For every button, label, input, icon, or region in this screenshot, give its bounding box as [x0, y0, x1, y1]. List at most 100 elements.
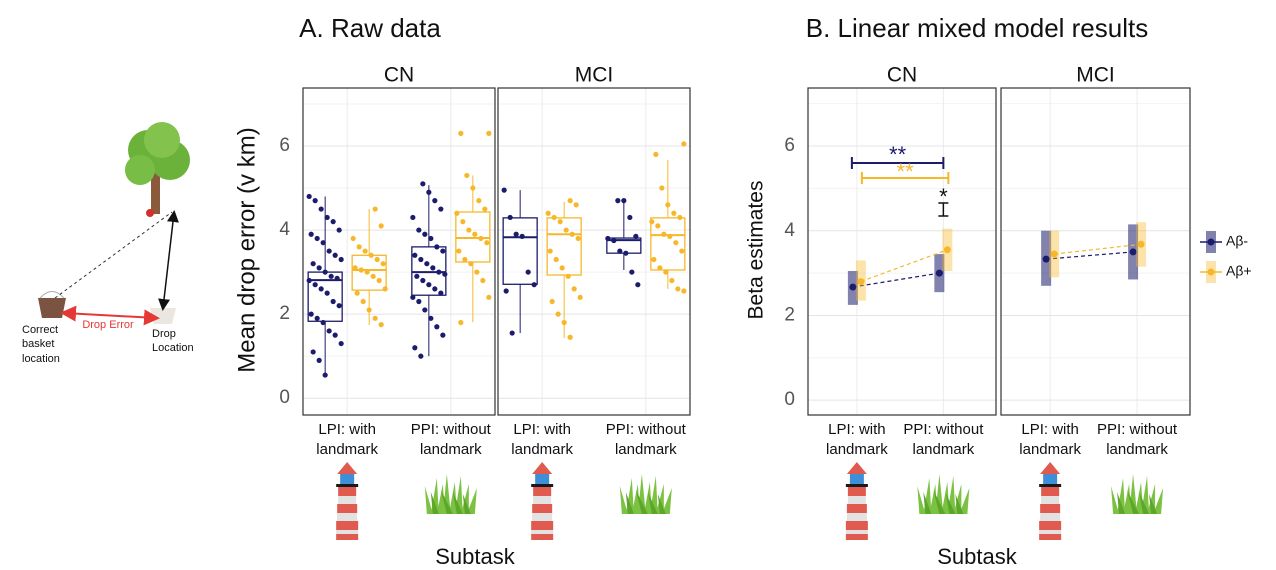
data-point: [501, 187, 507, 193]
data-point: [673, 240, 679, 246]
y-tick-label: 0: [784, 389, 795, 410]
data-point: [464, 172, 470, 179]
x-tick-label: LPI: with landmark: [1019, 421, 1081, 458]
legend-marker: [1207, 238, 1215, 246]
data-point: [422, 307, 428, 313]
estimate-point: [1050, 250, 1058, 258]
data-point: [378, 223, 384, 229]
data-point: [627, 214, 633, 221]
data-point: [316, 357, 322, 363]
data-point: [318, 206, 324, 212]
x-tick-label: LPI: with landmark: [316, 421, 378, 458]
data-point: [671, 210, 677, 216]
data-point: [617, 248, 623, 254]
data-point: [350, 235, 356, 242]
data-point: [545, 210, 551, 216]
data-point: [412, 252, 418, 258]
data-point: [440, 248, 446, 254]
significance-label: *: [939, 184, 948, 209]
data-point: [486, 294, 492, 300]
data-point: [547, 248, 553, 254]
data-point: [382, 286, 388, 292]
x-tick-label: PPI: without landmark: [410, 421, 491, 458]
data-point: [484, 240, 490, 246]
data-point: [418, 353, 424, 359]
data-point: [338, 340, 344, 347]
box: [351, 254, 387, 291]
data-point: [316, 265, 322, 271]
y-tick-label: 0: [279, 387, 290, 408]
y-axis-label: Mean drop error (v km): [233, 127, 260, 372]
data-point: [438, 290, 444, 296]
data-point: [577, 294, 583, 300]
lighthouse-icon: [336, 462, 359, 540]
data-point: [549, 298, 555, 305]
facet-title: MCI: [1076, 64, 1115, 87]
data-point: [306, 193, 312, 200]
data-point: [503, 288, 509, 294]
significance-label: **: [889, 142, 907, 167]
data-point: [486, 130, 492, 136]
data-point: [659, 185, 665, 191]
drop-location-label: Drop Location: [152, 328, 194, 355]
data-point: [681, 288, 687, 294]
panel-border: [497, 87, 691, 416]
data-point: [308, 231, 314, 237]
trend-line: [860, 249, 948, 283]
chart-title: A. Raw data: [299, 13, 441, 43]
significance-label: **: [897, 159, 915, 184]
data-point: [653, 151, 659, 158]
data-point: [509, 330, 515, 336]
data-point: [458, 319, 464, 326]
data-point: [334, 275, 340, 281]
data-point: [430, 265, 436, 271]
y-tick-label: 4: [279, 219, 290, 240]
data-point: [372, 315, 378, 321]
data-point: [561, 319, 567, 326]
data-point: [416, 227, 422, 233]
lighthouse-icon: [531, 462, 554, 540]
data-point: [310, 349, 316, 355]
data-point: [434, 324, 440, 330]
drop-error-label: Drop Error: [82, 319, 134, 331]
data-point: [681, 141, 687, 147]
data-point: [605, 235, 611, 242]
data-point: [468, 261, 474, 267]
data-point: [519, 233, 525, 239]
facet-title: CN: [384, 64, 414, 87]
x-tick-label: LPI: with landmark: [826, 421, 888, 458]
data-point: [370, 273, 376, 279]
significance-bracket: [938, 202, 949, 217]
data-point: [466, 227, 472, 233]
data-point: [434, 244, 440, 250]
x-tick-label: PPI: without landmark: [1097, 421, 1178, 458]
data-point: [336, 303, 342, 309]
data-point: [328, 273, 334, 279]
data-point: [551, 214, 557, 221]
data-point: [332, 252, 338, 258]
data-point: [436, 269, 442, 275]
estimate-point: [857, 278, 865, 286]
data-point: [428, 315, 434, 321]
box: [455, 211, 491, 263]
data-point: [458, 130, 464, 136]
estimate-point: [1042, 255, 1050, 263]
data-point: [525, 269, 531, 275]
data-point: [623, 250, 629, 256]
x-tick-label: PPI: without landmark: [605, 421, 686, 458]
data-point: [426, 282, 432, 288]
box: [546, 217, 582, 276]
data-point: [432, 198, 438, 204]
data-point: [629, 269, 635, 275]
data-point: [555, 311, 561, 317]
diagram: [38, 122, 190, 326]
data-point: [310, 261, 316, 267]
data-point: [324, 214, 330, 221]
panel-border: [1000, 87, 1191, 416]
data-point: [420, 277, 426, 284]
estimate-point: [849, 283, 857, 291]
correct-basket-label: Correct basket location: [22, 324, 60, 365]
data-point: [553, 256, 559, 263]
